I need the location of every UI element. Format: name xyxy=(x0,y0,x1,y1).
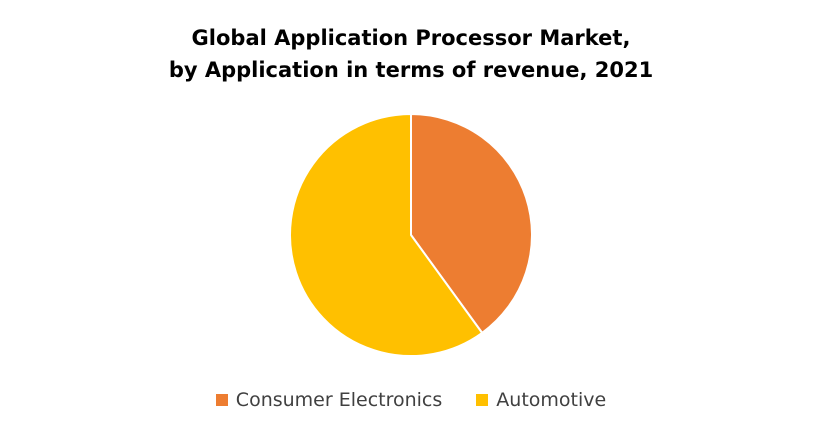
legend-item-automotive: Automotive xyxy=(476,386,606,414)
legend-label-consumer-electronics: Consumer Electronics xyxy=(235,389,443,411)
legend-swatch-automotive xyxy=(476,394,489,406)
pie-slice-automotive xyxy=(289,113,484,357)
pie-slices xyxy=(289,113,533,357)
chart-legend: Consumer Electronics Automotive xyxy=(0,386,822,414)
chart-title: Global Application Processor Market, by … xyxy=(0,22,822,86)
legend-swatch-consumer-electronics xyxy=(215,394,228,406)
legend-label-automotive: Automotive xyxy=(496,389,607,411)
legend-item-consumer-electronics: Consumer Electronics xyxy=(215,386,443,414)
chart-title-line-1: Global Application Processor Market, xyxy=(191,26,631,50)
pie-slice-consumer-electronics xyxy=(410,113,533,334)
chart-title-line-2: by Application in terms of revenue, 2021 xyxy=(168,58,654,82)
